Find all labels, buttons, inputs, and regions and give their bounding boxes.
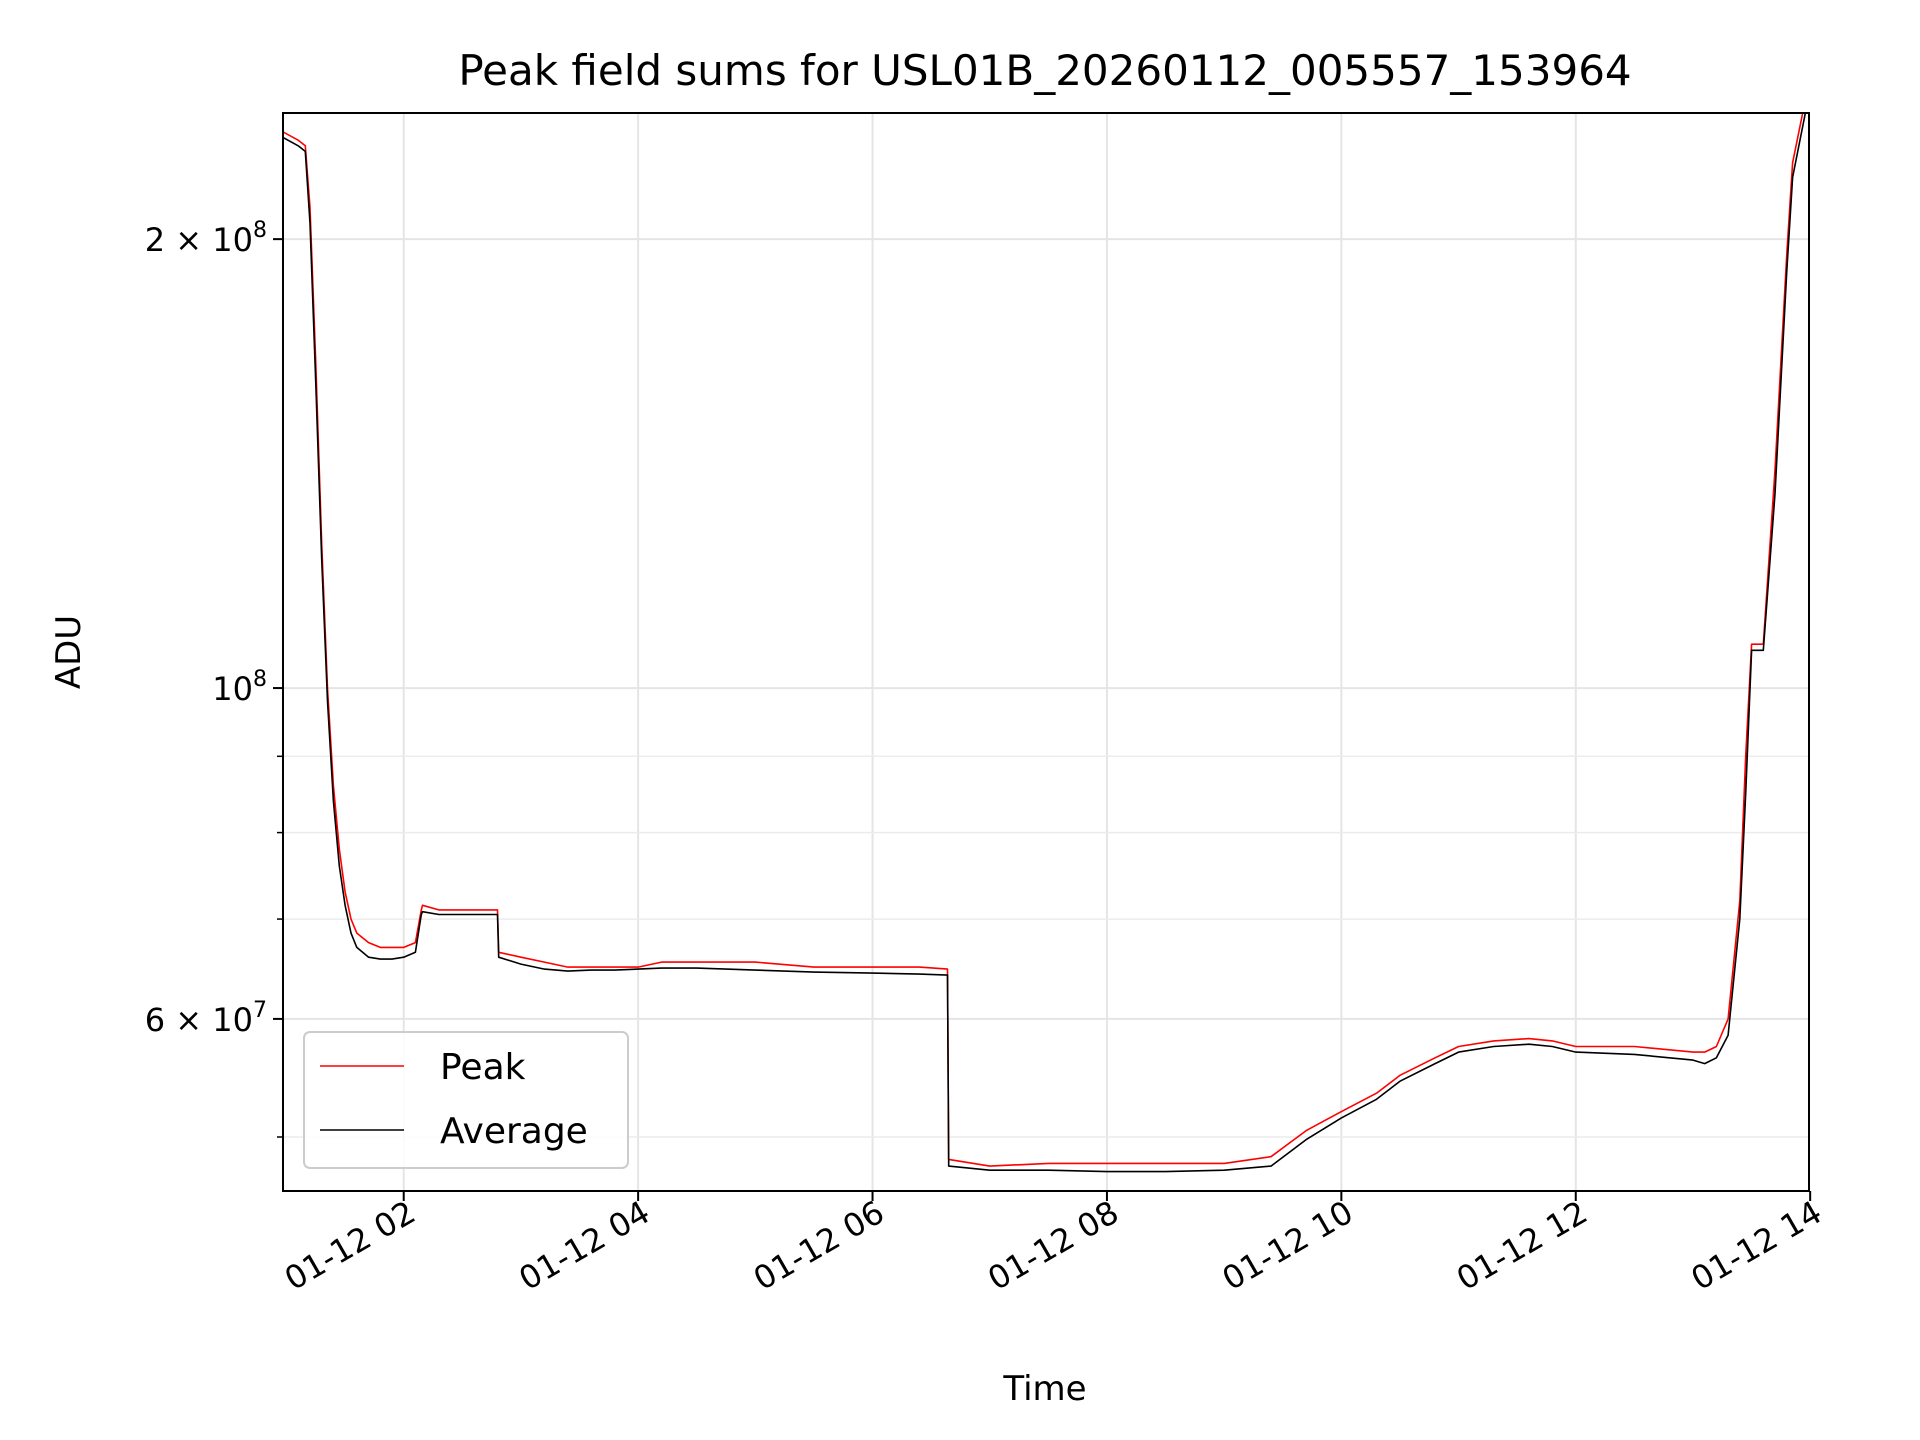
y-tick-label: 6 × 107 <box>145 998 267 1039</box>
series-line-peak <box>283 113 1804 1167</box>
series-layer <box>283 113 1807 1173</box>
x-axis-label: Time <box>1002 1369 1086 1409</box>
y-axis-label: ADU <box>49 615 89 689</box>
legend-label-average: Average <box>440 1111 588 1152</box>
grid-lines <box>283 113 1809 1191</box>
legend-label-peak: Peak <box>440 1047 526 1088</box>
legend: Peak Average <box>303 1031 629 1169</box>
chart-title: Peak field sums for USL01B_20260112_0055… <box>458 46 1631 95</box>
y-axis: 6 × 107 108 2 × 108 <box>145 218 283 1138</box>
y-tick-label: 2 × 108 <box>145 218 267 259</box>
series-line-average <box>283 113 1807 1173</box>
plot-frame <box>282 112 1810 1192</box>
y-tick-label: 108 <box>212 667 267 708</box>
